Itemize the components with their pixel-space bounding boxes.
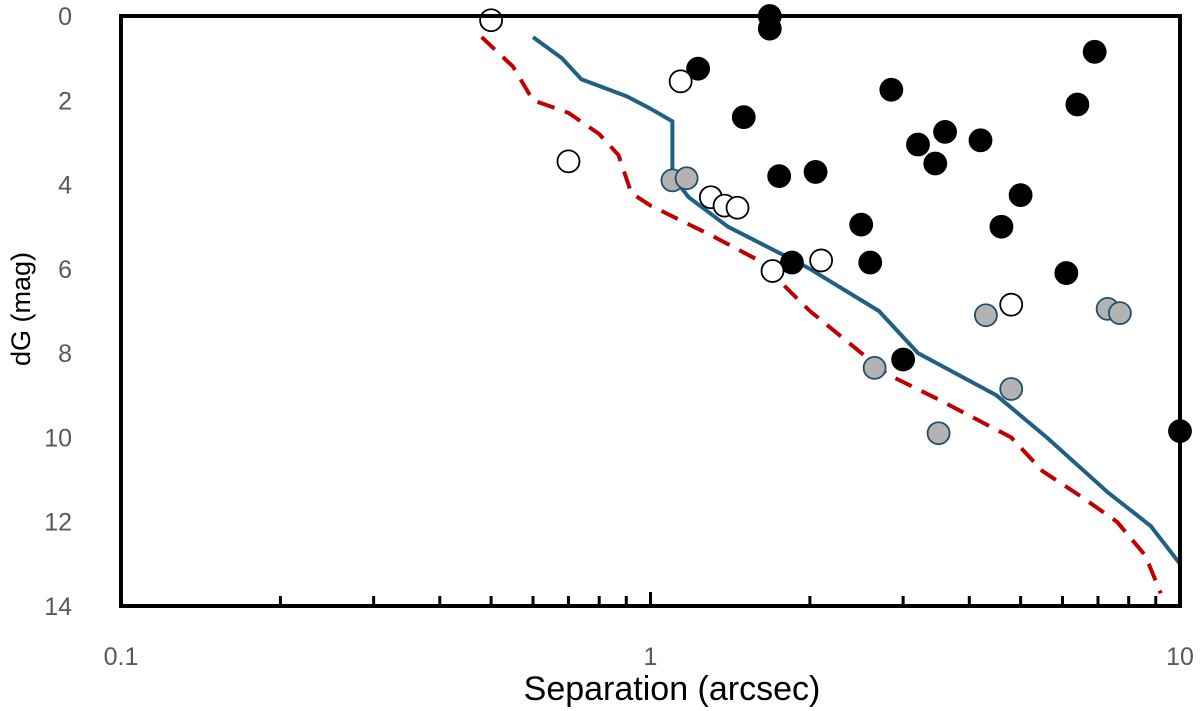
x-tick-label: 10	[1166, 643, 1194, 671]
filled-point	[686, 56, 711, 81]
y-tick-label: 6	[58, 256, 72, 284]
filled-point	[891, 347, 916, 372]
y-tick-label: 8	[58, 340, 72, 368]
filled-point	[923, 151, 948, 176]
filled-point	[858, 250, 883, 275]
open-point	[760, 259, 785, 283]
filled-point	[989, 214, 1014, 239]
dashed-limit-line	[480, 35, 1163, 595]
y-tick-label: 4	[58, 172, 72, 200]
filled-point	[933, 119, 957, 144]
open-point	[809, 248, 834, 273]
y-tick-label: 0	[58, 3, 72, 31]
gray-point	[674, 166, 699, 191]
filled-point	[780, 250, 804, 275]
open-point	[479, 8, 504, 33]
x-tick-label: 1	[644, 643, 658, 671]
filled-point	[767, 164, 792, 189]
gray-point	[974, 303, 998, 328]
y-tick-label: 10	[44, 424, 72, 452]
filled-point	[879, 77, 904, 102]
gray-point	[862, 355, 887, 380]
axis-ticks: 0.1 1 10 0 2 4 6 8 10 12 14	[44, 3, 1194, 671]
filled-point	[849, 212, 874, 237]
gray-point	[999, 377, 1024, 401]
y-tick-label: 12	[44, 509, 72, 537]
gray-point	[926, 421, 951, 446]
solid-limit-line	[531, 35, 1182, 566]
data-points	[479, 4, 1192, 446]
filled-point	[803, 160, 828, 184]
filled-point	[1065, 92, 1090, 117]
open-point	[725, 195, 750, 220]
filled-point	[968, 128, 993, 153]
open-point	[999, 292, 1024, 317]
open-point	[668, 69, 693, 94]
filled-point	[1008, 183, 1033, 208]
y-axis-title: dG (mag)	[6, 252, 36, 366]
x-axis-title: Separation (arcsec)	[524, 670, 821, 708]
filled-point	[906, 132, 930, 157]
x-tick-label: 0.1	[104, 643, 139, 671]
filled-point	[1082, 39, 1107, 64]
y-tick-label: 2	[58, 87, 72, 115]
y-tick-label: 14	[44, 593, 72, 621]
series-lines	[480, 35, 1182, 595]
filled-point	[731, 105, 756, 130]
filled-point	[1054, 261, 1079, 285]
gray-point	[1107, 301, 1132, 326]
open-point	[556, 149, 581, 174]
